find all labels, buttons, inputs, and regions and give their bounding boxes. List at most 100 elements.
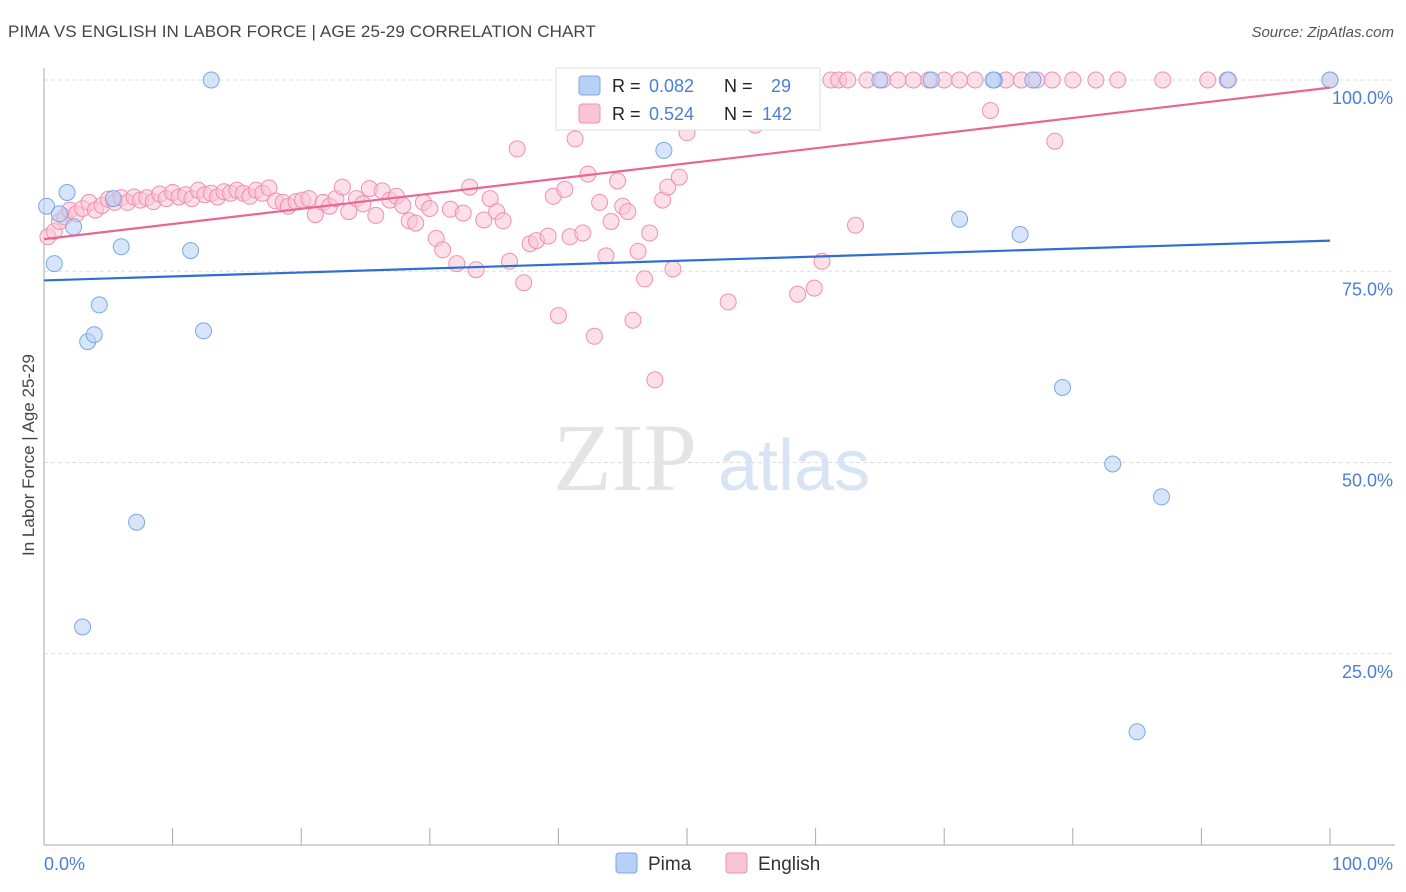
- source-credit: Source: ZipAtlas.com: [1251, 24, 1394, 41]
- legend-english-label: English: [758, 854, 820, 875]
- english-point: [566, 130, 584, 148]
- pima-point: [1054, 379, 1071, 396]
- stats-legend-pima-swatch: [578, 75, 601, 96]
- pima-trend-line: [43, 239, 1331, 282]
- english-point: [434, 241, 452, 259]
- english-trend-line: [43, 86, 1331, 241]
- english-point: [1154, 71, 1172, 89]
- pima-point: [984, 71, 1002, 89]
- stats-legend-english-swatch: [578, 103, 601, 124]
- pima-point: [1153, 488, 1170, 506]
- pima-points: [38, 71, 1339, 741]
- axes: [43, 68, 1395, 846]
- pima-point: [951, 210, 969, 228]
- pima-point: [1128, 723, 1146, 741]
- english-point: [367, 206, 385, 224]
- x-tick-label: 0.0%: [44, 854, 85, 874]
- english-point: [602, 213, 620, 230]
- english-point: [629, 242, 647, 260]
- english-point: [719, 293, 737, 311]
- english-point: [904, 71, 922, 89]
- english-point: [591, 193, 609, 211]
- pima-point: [112, 238, 130, 256]
- english-point: [789, 285, 807, 303]
- pima-point: [45, 255, 63, 273]
- english-point: [646, 371, 664, 389]
- pima-point: [202, 71, 220, 89]
- english-point: [574, 224, 592, 242]
- english-point: [1046, 132, 1064, 150]
- english-point: [624, 311, 642, 329]
- english-point: [515, 274, 533, 292]
- english-point: [467, 261, 485, 279]
- english-point: [847, 216, 864, 234]
- y-tick-label: 25.0%: [1342, 662, 1393, 682]
- english-point: [333, 178, 351, 196]
- pima-point: [655, 141, 673, 159]
- english-point: [1043, 71, 1061, 89]
- legend-pima-swatch: [615, 852, 638, 874]
- stats-legend-pima-r-value: 0.082: [649, 76, 694, 96]
- english-point: [889, 71, 907, 89]
- english-point: [636, 270, 654, 288]
- stats-legend-english-n-label: N =: [724, 104, 753, 124]
- pima-point: [74, 618, 92, 636]
- pima-point: [922, 71, 940, 89]
- english-point: [839, 71, 857, 89]
- tick-labels: 25.0% 50.0% 75.0% 100.0% 0.0% 100.0%: [44, 88, 1393, 874]
- pima-point: [38, 197, 56, 215]
- english-point: [354, 195, 372, 213]
- english-point: [1199, 71, 1217, 89]
- stats-legend-pima-r-label: R =: [612, 76, 641, 96]
- y-axis-label: In Labor Force | Age 25-29: [19, 354, 38, 556]
- pima-point: [65, 218, 83, 236]
- english-point: [1109, 71, 1127, 89]
- english-point: [597, 247, 615, 265]
- english-point: [1064, 71, 1082, 89]
- english-point: [664, 260, 682, 278]
- english-point: [475, 211, 493, 229]
- english-point: [556, 180, 574, 198]
- pima-point: [195, 322, 212, 340]
- stats-legend-pima-n-label: N =: [724, 76, 753, 96]
- gridlines: [44, 79, 1395, 655]
- english-point: [982, 102, 999, 120]
- english-point: [407, 214, 425, 232]
- pima-point: [1011, 226, 1029, 243]
- english-point: [619, 203, 637, 221]
- watermark-atlas: atlas: [718, 426, 870, 506]
- english-point: [670, 168, 688, 186]
- y-tick-label: 50.0%: [1342, 471, 1393, 491]
- pima-point: [90, 296, 108, 314]
- english-point: [609, 172, 627, 190]
- english-point: [641, 224, 659, 242]
- y-tick-label: 75.0%: [1342, 279, 1393, 299]
- english-point: [494, 212, 512, 230]
- english-point: [659, 178, 677, 196]
- pima-point: [58, 184, 76, 201]
- pima-point: [104, 190, 122, 208]
- pima-point: [1104, 455, 1122, 473]
- english-point: [421, 200, 439, 217]
- english-point: [454, 204, 472, 222]
- legend-pima-label: Pima: [648, 854, 692, 875]
- chart-title: PIMA VS ENGLISH IN LABOR FORCE | AGE 25-…: [8, 22, 596, 41]
- pima-point: [182, 242, 200, 260]
- english-point: [549, 307, 567, 325]
- english-point: [966, 71, 984, 89]
- english-point: [539, 227, 557, 245]
- english-point: [300, 190, 318, 208]
- pima-point: [1219, 71, 1237, 89]
- pima-point: [871, 71, 889, 89]
- pima-point: [1024, 71, 1042, 89]
- english-point: [805, 279, 823, 297]
- pima-point: [128, 513, 146, 531]
- legend-english-swatch: [725, 852, 748, 874]
- series-legend: Pima English: [615, 852, 820, 875]
- english-point: [461, 178, 479, 196]
- pima-point: [85, 326, 103, 344]
- stats-legend: R = 0.082 N = 29 R = 0.524 N = 142: [555, 67, 821, 131]
- english-point: [394, 197, 412, 214]
- watermark-zip: ZIP: [553, 404, 697, 511]
